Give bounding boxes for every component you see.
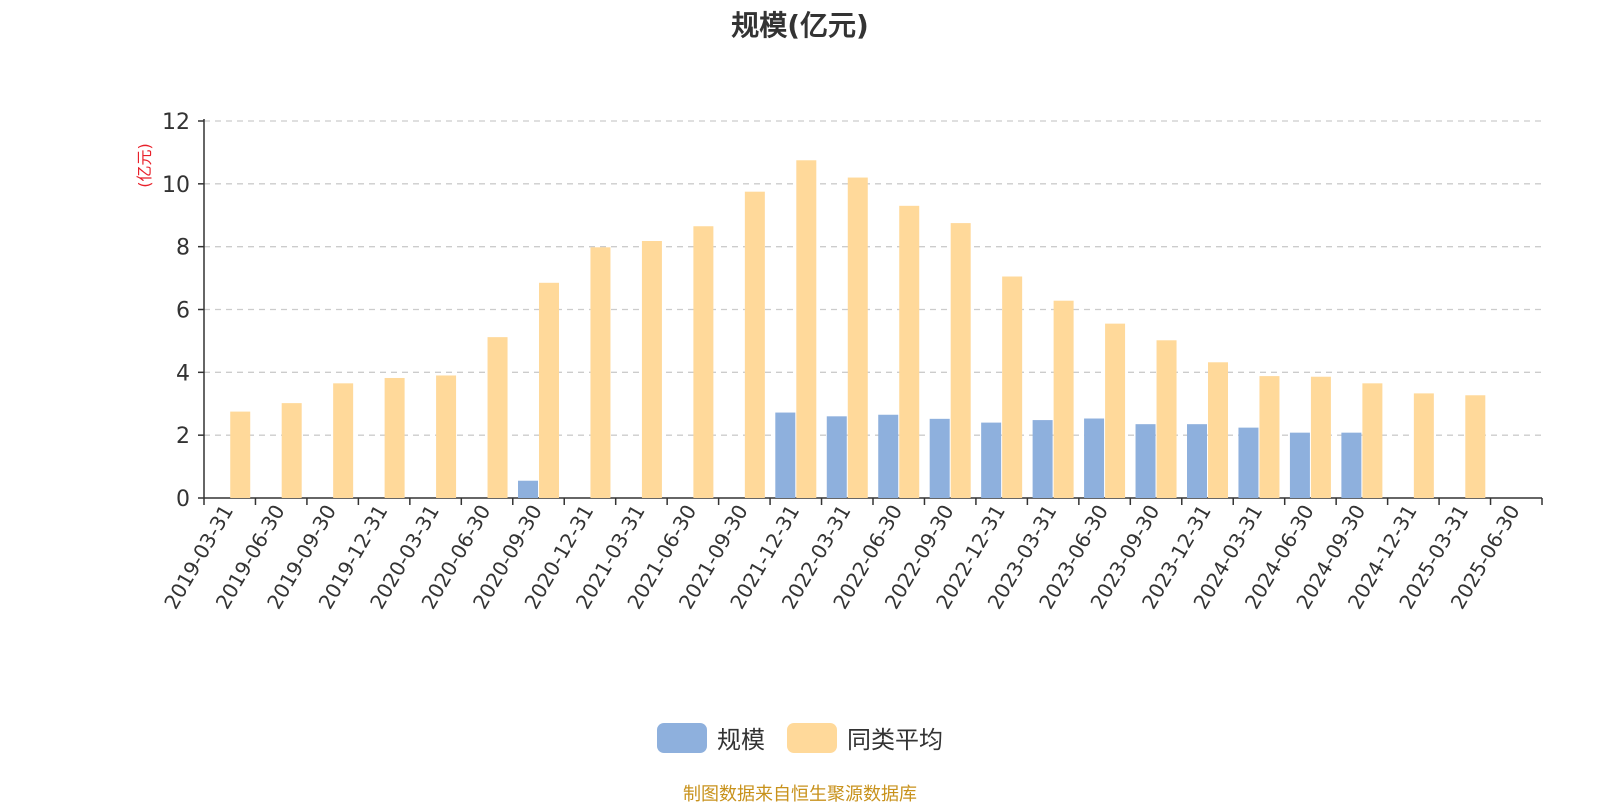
bar-peer-average xyxy=(539,282,559,498)
bar-peer-average xyxy=(487,337,508,498)
y-tick-label: 4 xyxy=(176,361,190,386)
legend-label-scale: 规模 xyxy=(717,726,765,754)
y-tick-label: 12 xyxy=(162,110,190,135)
legend-swatch-scale xyxy=(657,722,707,753)
legend-swatch-peer-average xyxy=(787,722,837,753)
bar-peer-average xyxy=(796,160,817,499)
y-tick-label: 6 xyxy=(176,299,190,324)
data-source-note: 制图数据来自恒生聚源数据库 xyxy=(683,784,917,805)
bar-scale xyxy=(1187,424,1207,498)
bar-peer-average xyxy=(1465,395,1486,498)
bar-peer-average xyxy=(230,411,251,498)
bar-scale xyxy=(1289,432,1310,498)
legend: 规模 同类平均 xyxy=(0,720,1600,755)
legend-item-scale[interactable]: 规模 xyxy=(657,720,765,755)
bar-peer-average xyxy=(1362,383,1383,498)
bar-scale xyxy=(1341,432,1362,498)
chart-title: 规模(亿元) xyxy=(731,9,869,42)
bar-peer-average xyxy=(1156,340,1177,498)
bar-peer-average xyxy=(590,247,611,498)
bar-scale xyxy=(878,414,899,498)
y-tick-label: 2 xyxy=(176,424,190,449)
bar-scale xyxy=(929,418,950,498)
bar-peer-average xyxy=(899,205,920,498)
bar-peer-average xyxy=(744,191,765,498)
bar-peer-average xyxy=(281,403,302,498)
bar-scale xyxy=(775,412,796,498)
bar-scale xyxy=(1084,418,1105,498)
bar-peer-average xyxy=(693,226,714,498)
bar-peer-average xyxy=(1310,376,1331,498)
bar-peer-average xyxy=(1002,276,1023,498)
bar-peer-average xyxy=(847,177,868,499)
bar-peer-average xyxy=(1259,376,1280,498)
bar-scale xyxy=(1238,427,1259,498)
bar-scale xyxy=(981,422,1002,498)
legend-label-peer-average: 同类平均 xyxy=(847,726,943,754)
bar-peer-average xyxy=(1053,300,1074,498)
y-axis-label: (亿元) xyxy=(135,143,154,188)
y-tick-label: 10 xyxy=(162,173,190,198)
y-tick-label: 8 xyxy=(176,236,190,261)
y-tick-label: 0 xyxy=(176,487,190,512)
bar-scale xyxy=(826,416,847,498)
bar-peer-average xyxy=(1105,323,1126,498)
bar-peer-average xyxy=(950,223,971,498)
bar-scale xyxy=(518,480,538,498)
bar-scale xyxy=(1135,424,1156,498)
bar-scale xyxy=(1032,420,1053,498)
bar-peer-average xyxy=(333,383,354,498)
bar-peer-average xyxy=(1413,393,1434,498)
bar-peer-average xyxy=(384,377,405,498)
bar-peer-average xyxy=(641,241,662,499)
legend-item-peer-average[interactable]: 同类平均 xyxy=(787,720,943,755)
bar-peer-average xyxy=(436,375,457,498)
bar-peer-average xyxy=(1208,362,1228,498)
